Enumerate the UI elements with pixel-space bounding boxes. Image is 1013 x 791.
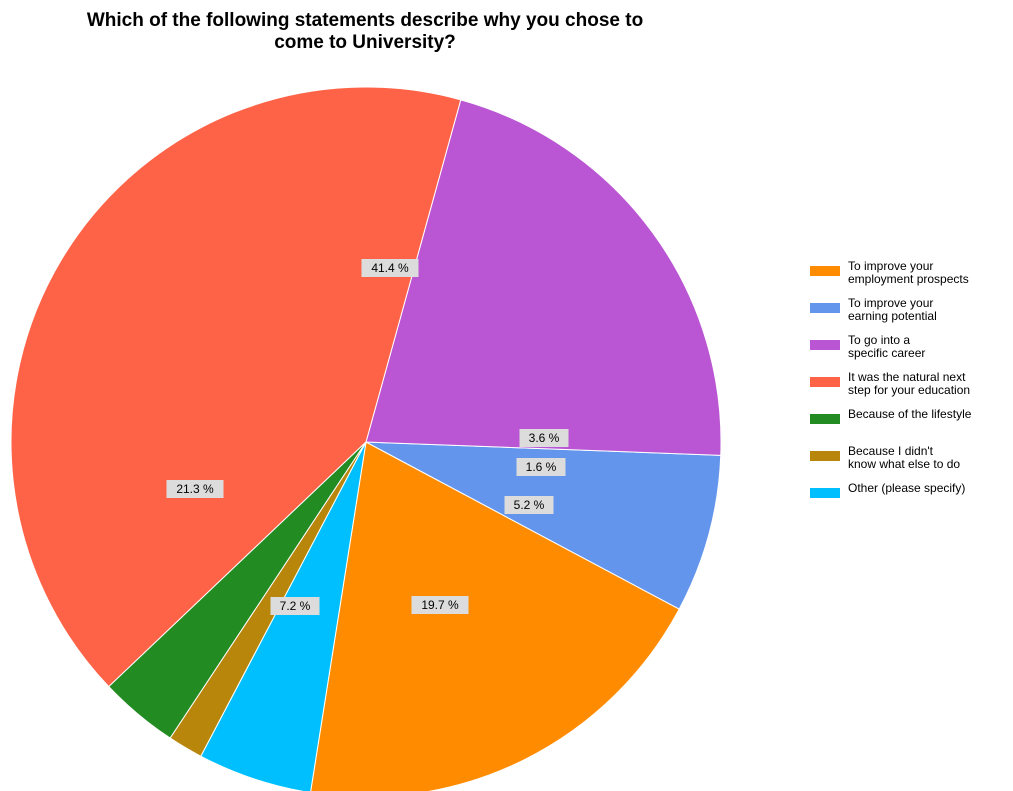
- data-label-background: [166, 480, 224, 498]
- legend-item-5: Because of the lifestyle: [808, 408, 1013, 445]
- pie-labels: 19.7 % 7.2 % 21.3 % 41.4 % 3.6 % 1.6 % 5.2 %: [166, 259, 569, 615]
- legend-swatch: [810, 340, 840, 350]
- chart-title: Which of the following statements descri…: [0, 10, 730, 54]
- legend-item-4: It was the natural next step for your edu…: [808, 371, 1013, 408]
- data-label-text: 21.3 %: [176, 482, 214, 496]
- data-label-text: 19.7 %: [421, 598, 459, 612]
- data-label-background: [270, 597, 320, 615]
- legend-label-line: employment prospects: [848, 272, 969, 286]
- legend-item-2: To improve your earning potential: [808, 297, 1013, 334]
- data-label-background: [519, 429, 569, 447]
- legend-swatch: [810, 377, 840, 387]
- legend-label-line: specific career: [848, 346, 926, 360]
- legend-swatch: [810, 488, 840, 498]
- pie-data-label-2: 7.2 %: [270, 597, 320, 615]
- legend-label-line: To go into a: [848, 333, 911, 347]
- legend-swatch: [810, 266, 840, 276]
- legend-item-3: To go into a specific career: [808, 334, 1013, 371]
- pie-data-label-6: 1.6 %: [516, 458, 566, 476]
- pie-slice-1: [310, 441, 680, 791]
- data-label-text: 1.6 %: [526, 460, 557, 474]
- pie-slice-7: [200, 441, 367, 791]
- data-label-background: [504, 496, 554, 514]
- legend-item-6: Because I didn't know what else to do: [808, 445, 1013, 482]
- legend-label: Because of the lifestyle: [848, 408, 1013, 421]
- legend-label-line: Because I didn't: [848, 444, 934, 458]
- legend-label: It was the natural next step for your edu…: [848, 371, 1013, 397]
- legend-label-line: Because of the lifestyle: [848, 407, 972, 421]
- legend: To improve your employment prospects To im…: [808, 260, 1013, 519]
- chart-title-line-1: Which of the following statements descri…: [86, 10, 644, 31]
- data-label-text: 41.4 %: [371, 261, 409, 275]
- pie-slices: [10, 86, 722, 791]
- data-label-text: 7.2 %: [280, 599, 311, 613]
- pie-slice-3: [365, 99, 722, 456]
- chart-title-line-2: come to University?: [274, 32, 456, 53]
- legend-label-line: know what else to do: [848, 457, 961, 471]
- legend-label-line: To improve your: [848, 259, 934, 273]
- legend-swatch: [810, 451, 840, 461]
- pie-slice-4: [10, 86, 462, 688]
- legend-label: Other (please specify): [848, 482, 1013, 495]
- legend-label-line: To improve your: [848, 296, 934, 310]
- legend-label-line: earning potential: [848, 309, 937, 323]
- legend-label-line: It was the natural next: [848, 370, 966, 384]
- data-label-background: [361, 259, 419, 277]
- pie-data-label-1: 19.7 %: [411, 596, 469, 614]
- pie-data-label-3: 21.3 %: [166, 480, 224, 498]
- pie-data-label-7: 5.2 %: [504, 496, 554, 514]
- legend-label-line: Other (please specify): [848, 481, 966, 495]
- legend-label-line: step for your education: [848, 383, 971, 397]
- legend-label: To improve your earning potential: [848, 297, 1013, 323]
- data-label-background: [516, 458, 566, 476]
- pie-data-label-5: 3.6 %: [519, 429, 569, 447]
- data-label-text: 5.2 %: [514, 498, 545, 512]
- legend-label: Because I didn't know what else to do: [848, 445, 1013, 471]
- legend-label: To go into a specific career: [848, 334, 1013, 360]
- legend-label: To improve your employment prospects: [848, 260, 1013, 286]
- legend-item-1: To improve your employment prospects: [808, 260, 1013, 297]
- data-label-text: 3.6 %: [529, 431, 560, 445]
- legend-item-7: Other (please specify): [808, 482, 1013, 519]
- legend-swatch: [810, 414, 840, 424]
- legend-swatch: [810, 303, 840, 313]
- data-label-background: [411, 596, 469, 614]
- pie-data-label-4: 41.4 %: [361, 259, 419, 277]
- pie-slice-2: [365, 441, 722, 610]
